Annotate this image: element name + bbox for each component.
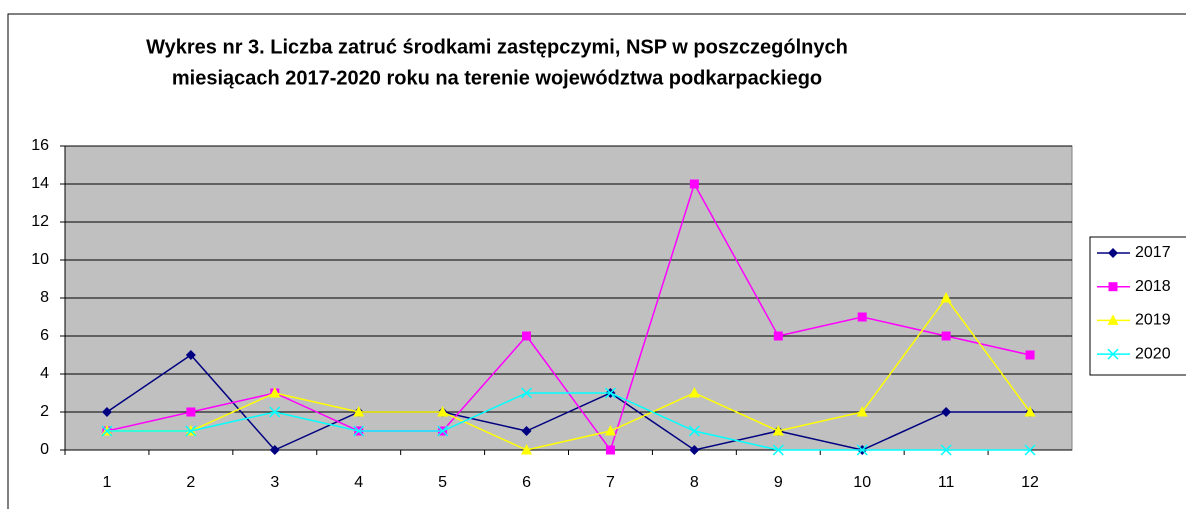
point bbox=[185, 350, 196, 360]
point bbox=[269, 387, 281, 398]
legend-label: 2020 bbox=[1135, 345, 1171, 362]
point bbox=[604, 387, 616, 399]
y-tick-label: 16 bbox=[31, 137, 49, 154]
point bbox=[940, 292, 952, 303]
point bbox=[101, 425, 113, 437]
y-tick-label: 0 bbox=[40, 441, 49, 458]
x-tick-label: 4 bbox=[354, 474, 363, 491]
point bbox=[1024, 406, 1036, 417]
point bbox=[521, 426, 532, 436]
point bbox=[857, 312, 867, 322]
legend-label: 2018 bbox=[1135, 278, 1171, 295]
y-tick-label: 12 bbox=[31, 213, 49, 230]
legend-box bbox=[1089, 236, 1186, 376]
series-line bbox=[106, 296, 1031, 451]
point bbox=[856, 406, 868, 417]
point bbox=[689, 445, 700, 455]
point bbox=[941, 331, 951, 341]
point bbox=[940, 444, 952, 456]
point bbox=[353, 406, 365, 417]
point bbox=[856, 444, 868, 456]
point bbox=[353, 425, 365, 437]
point bbox=[186, 407, 196, 417]
point bbox=[437, 425, 449, 437]
point bbox=[688, 425, 700, 437]
point bbox=[689, 179, 699, 189]
point bbox=[772, 425, 784, 436]
series-line bbox=[106, 392, 1031, 451]
point bbox=[521, 444, 533, 455]
x-tick-label: 11 bbox=[938, 474, 955, 491]
point bbox=[185, 425, 197, 437]
y-tick-label: 14 bbox=[31, 175, 49, 192]
y-tick-label: 10 bbox=[31, 251, 49, 268]
point bbox=[773, 331, 783, 341]
y-tick-label: 6 bbox=[40, 327, 49, 344]
x-tick-label: 2 bbox=[186, 474, 195, 491]
x-tick-label: 12 bbox=[1021, 474, 1039, 491]
legend-label: 2017 bbox=[1135, 244, 1171, 261]
point bbox=[688, 387, 700, 398]
x-tick-label: 7 bbox=[606, 474, 615, 491]
legend-marker bbox=[1108, 248, 1118, 258]
chart-title: Wykres nr 3. Liczba zatruć środkami zast… bbox=[146, 36, 848, 58]
point bbox=[101, 407, 112, 417]
point bbox=[772, 444, 784, 456]
point bbox=[1024, 444, 1036, 456]
point bbox=[522, 331, 532, 341]
y-tick-label: 2 bbox=[40, 403, 49, 420]
series-line bbox=[106, 354, 1031, 451]
x-tick-label: 3 bbox=[270, 474, 279, 491]
x-tick-label: 8 bbox=[690, 474, 699, 491]
x-tick-label: 10 bbox=[853, 474, 871, 491]
x-tick-label: 6 bbox=[522, 474, 531, 491]
x-tick-label: 9 bbox=[774, 474, 783, 491]
chart-title: miesiącach 2017-2020 roku na terenie woj… bbox=[172, 67, 822, 89]
legend-marker bbox=[1108, 282, 1118, 292]
point bbox=[437, 406, 449, 417]
x-tick-label: 1 bbox=[103, 474, 112, 491]
point bbox=[1025, 350, 1035, 360]
legend-marker bbox=[1107, 348, 1119, 360]
point bbox=[521, 387, 533, 399]
x-tick-label: 5 bbox=[438, 474, 447, 491]
point bbox=[604, 425, 616, 436]
point bbox=[941, 407, 952, 417]
point bbox=[605, 445, 615, 455]
point bbox=[269, 445, 280, 455]
legend-label: 2019 bbox=[1135, 312, 1171, 329]
point bbox=[269, 406, 281, 418]
y-tick-label: 8 bbox=[40, 289, 49, 306]
y-tick-label: 4 bbox=[40, 365, 49, 382]
legend-marker bbox=[1107, 314, 1119, 325]
